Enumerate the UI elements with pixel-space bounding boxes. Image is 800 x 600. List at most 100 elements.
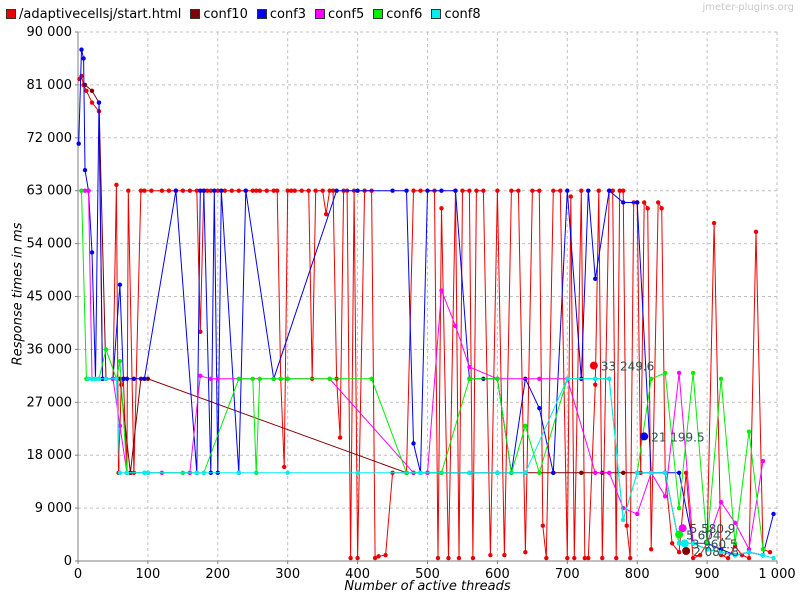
data-point (495, 188, 500, 193)
data-point (523, 549, 528, 555)
data-point (411, 188, 416, 193)
legend-swatch (256, 9, 267, 19)
data-point (222, 188, 227, 193)
data-point (607, 376, 612, 381)
data-point (453, 323, 458, 329)
x-tick-label: 700 (555, 567, 580, 582)
annotation-label: 5 604.2 (686, 529, 732, 543)
data-point (690, 370, 696, 376)
data-point (725, 555, 731, 561)
data-point (114, 376, 119, 381)
data-point (271, 376, 276, 381)
data-point (198, 188, 203, 193)
data-point (288, 188, 294, 193)
annotation-marker (589, 361, 598, 370)
legend-item: /adaptivecellsj/start.html (6, 7, 181, 22)
data-point (142, 188, 147, 193)
y-tick-label: 72 000 (27, 131, 73, 146)
data-point (425, 188, 430, 193)
data-point (215, 376, 220, 381)
data-point (285, 376, 290, 381)
data-point (89, 250, 95, 255)
data-point (537, 405, 542, 411)
y-tick-label: 90 000 (27, 25, 73, 40)
data-point (215, 188, 220, 193)
data-point (662, 470, 668, 476)
data-point (264, 188, 269, 193)
data-point (467, 470, 472, 476)
annotation-label: 21 199.5 (651, 430, 704, 444)
x-tick-label: 100 (135, 567, 160, 582)
x-tick-label: 200 (205, 567, 230, 582)
data-point (205, 188, 210, 193)
data-point (516, 188, 521, 193)
data-point (254, 188, 259, 193)
data-point (250, 376, 255, 381)
x-tick-label: 800 (625, 567, 650, 582)
data-point (124, 470, 130, 476)
data-point (767, 549, 773, 555)
data-point (596, 188, 601, 193)
data-point (348, 555, 353, 561)
data-point (732, 552, 738, 558)
data-point (582, 555, 587, 561)
data-point (746, 429, 752, 434)
data-point (103, 347, 109, 352)
data-point (697, 552, 703, 558)
data-point (257, 188, 262, 193)
data-point (467, 376, 472, 381)
data-point (648, 547, 654, 552)
data-point (540, 523, 546, 528)
annotation-marker (680, 539, 689, 548)
y-axis-label: Response times in ms (10, 222, 26, 366)
data-point (219, 188, 224, 193)
data-point (93, 376, 98, 381)
data-point (306, 188, 311, 193)
x-tick-label: 0 (74, 567, 82, 582)
data-point (565, 376, 570, 381)
data-point (648, 376, 654, 381)
data-point (180, 188, 186, 193)
data-point (435, 555, 441, 561)
y-tick-label: 18 000 (27, 448, 73, 463)
data-point (537, 188, 542, 193)
y-tick-label: 36 000 (27, 342, 73, 357)
data-point (96, 100, 102, 105)
data-point (439, 288, 444, 293)
annotation-label: 33 249.6 (601, 360, 654, 374)
data-point (628, 555, 633, 561)
data-point (635, 511, 640, 517)
data-point (771, 555, 776, 561)
data-point (659, 206, 664, 211)
data-point (86, 376, 91, 381)
data-point (81, 56, 86, 61)
data-point (530, 188, 535, 193)
legend-swatch (6, 9, 16, 19)
data-point (617, 188, 622, 193)
data-point (337, 435, 343, 440)
data-point (271, 188, 276, 193)
data-point (89, 88, 95, 93)
data-point (166, 188, 172, 193)
data-point (121, 376, 126, 381)
data-point (117, 282, 123, 287)
data-point (330, 188, 336, 193)
x-axis-label: Number of active threads (344, 579, 511, 594)
data-point (126, 188, 131, 193)
data-point (404, 188, 409, 193)
data-point (236, 376, 241, 381)
data-point (86, 188, 91, 193)
x-tick-label: 500 (415, 567, 440, 582)
data-point (418, 470, 423, 476)
data-point (236, 188, 241, 193)
data-point (114, 182, 119, 188)
data-point (142, 376, 147, 381)
data-point (711, 220, 717, 226)
legend-label: conf5 (328, 6, 365, 22)
data-point (568, 194, 573, 199)
data-point (621, 470, 626, 476)
data-point (355, 470, 360, 476)
data-point (187, 188, 193, 193)
data-point (565, 555, 570, 561)
